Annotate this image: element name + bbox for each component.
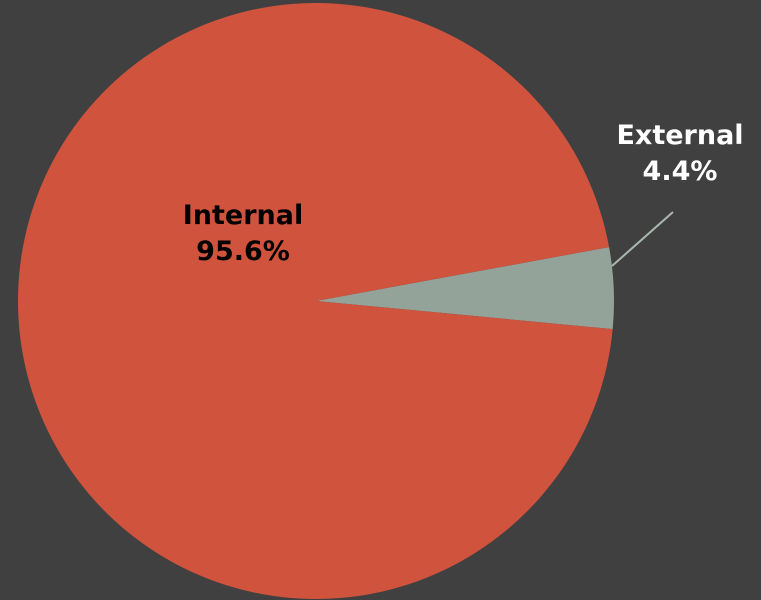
value-label-internal: 95.6% (196, 236, 290, 267)
slices-group (18, 2, 614, 599)
data-label-internal: Internal 95.6% (183, 198, 304, 270)
leader-line-external (611, 211, 674, 267)
category-label-internal: Internal (182, 200, 304, 231)
value-label-external: 4.4% (642, 156, 718, 187)
pie-slice-external (316, 247, 614, 330)
data-label-external: External 4.4% (616, 118, 743, 190)
category-label-external: External (616, 120, 744, 151)
pie-slice-internal (18, 2, 613, 599)
